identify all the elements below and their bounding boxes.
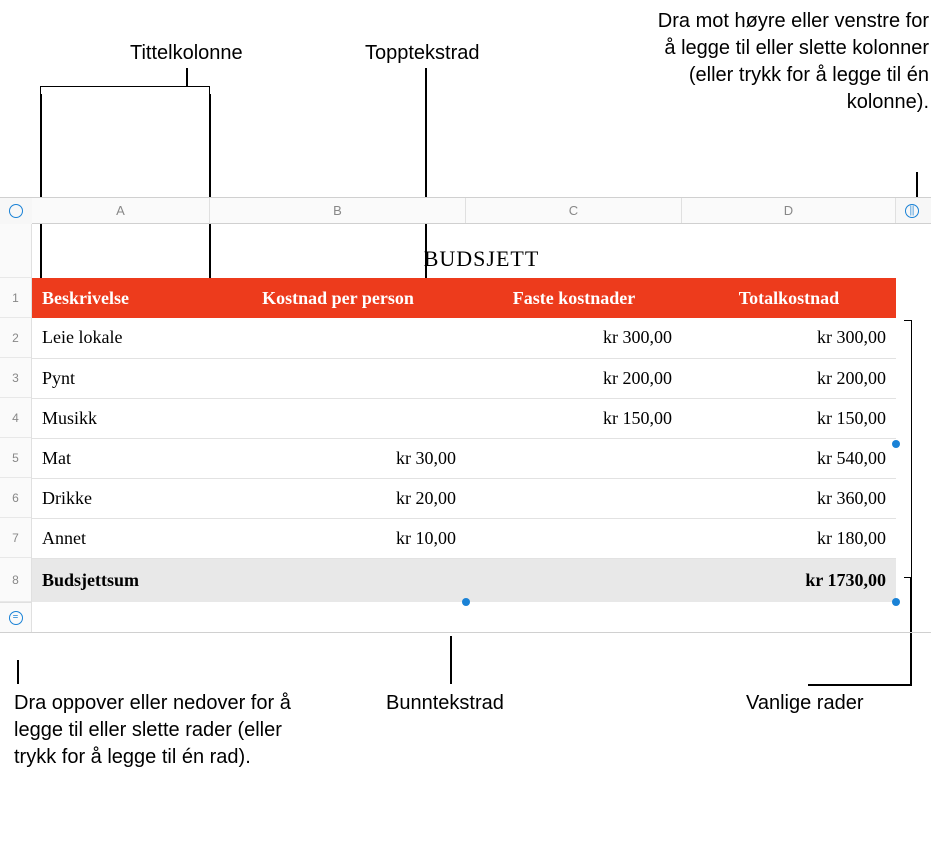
- footer-total[interactable]: kr 1730,00: [682, 558, 896, 602]
- selection-dot[interactable]: [462, 598, 470, 606]
- table-row: Drikkekr 20,00 kr 360,00: [32, 478, 896, 518]
- cell-fixed[interactable]: kr 300,00: [466, 318, 682, 358]
- callout-body-rows: Vanlige rader: [746, 690, 863, 717]
- cell-description[interactable]: Leie lokale: [32, 318, 210, 358]
- row-header-5[interactable]: 5: [0, 438, 31, 478]
- column-header-a[interactable]: A: [32, 198, 210, 223]
- cell-total[interactable]: kr 360,00: [682, 478, 896, 518]
- row-header-6[interactable]: 6: [0, 478, 31, 518]
- cell-total[interactable]: kr 300,00: [682, 318, 896, 358]
- callout-line: [916, 172, 918, 200]
- callout-row-drag: Dra oppover eller nedover for å legge ti…: [14, 690, 304, 771]
- column-header-b[interactable]: B: [210, 198, 466, 223]
- footer-per-person[interactable]: [210, 558, 466, 602]
- table-select-handle[interactable]: [0, 198, 32, 224]
- cell-description[interactable]: Pynt: [32, 358, 210, 398]
- callout-line: [186, 68, 188, 86]
- col-header-description[interactable]: Beskrivelse: [32, 278, 210, 318]
- row-header-7[interactable]: 7: [0, 518, 31, 558]
- cell-per-person[interactable]: [210, 398, 466, 438]
- table-row: Pynt kr 200,00kr 200,00: [32, 358, 896, 398]
- callout-footer-row: Bunntekstrad: [386, 690, 504, 717]
- callout-title-column: Tittelkolonne: [130, 40, 243, 67]
- cell-description[interactable]: Annet: [32, 518, 210, 558]
- cell-description[interactable]: Musikk: [32, 398, 210, 438]
- footer-description[interactable]: Budsjettsum: [32, 558, 210, 602]
- add-column-handle[interactable]: ||: [896, 198, 928, 223]
- table-row: Annetkr 10,00 kr 180,00: [32, 518, 896, 558]
- table-footer-row: Budsjettsum kr 1730,00: [32, 558, 896, 602]
- cell-per-person[interactable]: kr 20,00: [210, 478, 466, 518]
- column-header-d[interactable]: D: [682, 198, 896, 223]
- callout-bracket: [40, 86, 210, 94]
- cell-per-person[interactable]: [210, 318, 466, 358]
- selection-dot[interactable]: [892, 598, 900, 606]
- row-header-3[interactable]: 3: [0, 358, 31, 398]
- cell-description[interactable]: Mat: [32, 438, 210, 478]
- cell-fixed[interactable]: [466, 438, 682, 478]
- cell-fixed[interactable]: [466, 518, 682, 558]
- selection-dot[interactable]: [892, 440, 900, 448]
- spreadsheet-frame: A B C D || 1 2 3 4 5 6 7 8 = BUDSJETT: [0, 197, 931, 633]
- table-row: Leie lokale kr 300,00kr 300,00: [32, 318, 896, 358]
- row-header-8[interactable]: 8: [0, 558, 31, 602]
- table-row: Matkr 30,00 kr 540,00: [32, 438, 896, 478]
- cell-total[interactable]: kr 540,00: [682, 438, 896, 478]
- row-header-4[interactable]: 4: [0, 398, 31, 438]
- footer-fixed[interactable]: [466, 558, 682, 602]
- cell-fixed[interactable]: kr 150,00: [466, 398, 682, 438]
- cell-description[interactable]: Drikke: [32, 478, 210, 518]
- cell-fixed[interactable]: kr 200,00: [466, 358, 682, 398]
- cell-per-person[interactable]: kr 30,00: [210, 438, 466, 478]
- cell-per-person[interactable]: [210, 358, 466, 398]
- cell-total[interactable]: kr 200,00: [682, 358, 896, 398]
- row-header-1[interactable]: 1: [0, 278, 31, 318]
- cell-per-person[interactable]: kr 10,00: [210, 518, 466, 558]
- table-area: BUDSJETT Beskrivelse Kostnad per person …: [32, 224, 931, 632]
- row-header-2[interactable]: 2: [0, 318, 31, 358]
- callout-column-drag: Dra mot høyre eller venstre for å legge …: [649, 8, 929, 116]
- budget-table: Beskrivelse Kostnad per person Faste kos…: [32, 278, 896, 602]
- table-header-row: Beskrivelse Kostnad per person Faste kos…: [32, 278, 896, 318]
- callout-line: [450, 636, 452, 684]
- callout-line: [17, 660, 19, 684]
- col-header-per-person[interactable]: Kostnad per person: [210, 278, 466, 318]
- column-letter-bar: A B C D ||: [0, 198, 931, 224]
- callout-header-row: Topptekstrad: [365, 40, 480, 67]
- column-header-c[interactable]: C: [466, 198, 682, 223]
- table-title[interactable]: BUDSJETT: [32, 224, 931, 278]
- col-header-fixed[interactable]: Faste kostnader: [466, 278, 682, 318]
- row-number-bar: 1 2 3 4 5 6 7 8 =: [0, 224, 32, 632]
- callout-line: [808, 684, 912, 686]
- add-row-handle[interactable]: =: [0, 602, 31, 632]
- col-header-total[interactable]: Totalkostnad: [682, 278, 896, 318]
- cell-total[interactable]: kr 180,00: [682, 518, 896, 558]
- table-row: Musikk kr 150,00kr 150,00: [32, 398, 896, 438]
- cell-total[interactable]: kr 150,00: [682, 398, 896, 438]
- cell-fixed[interactable]: [466, 478, 682, 518]
